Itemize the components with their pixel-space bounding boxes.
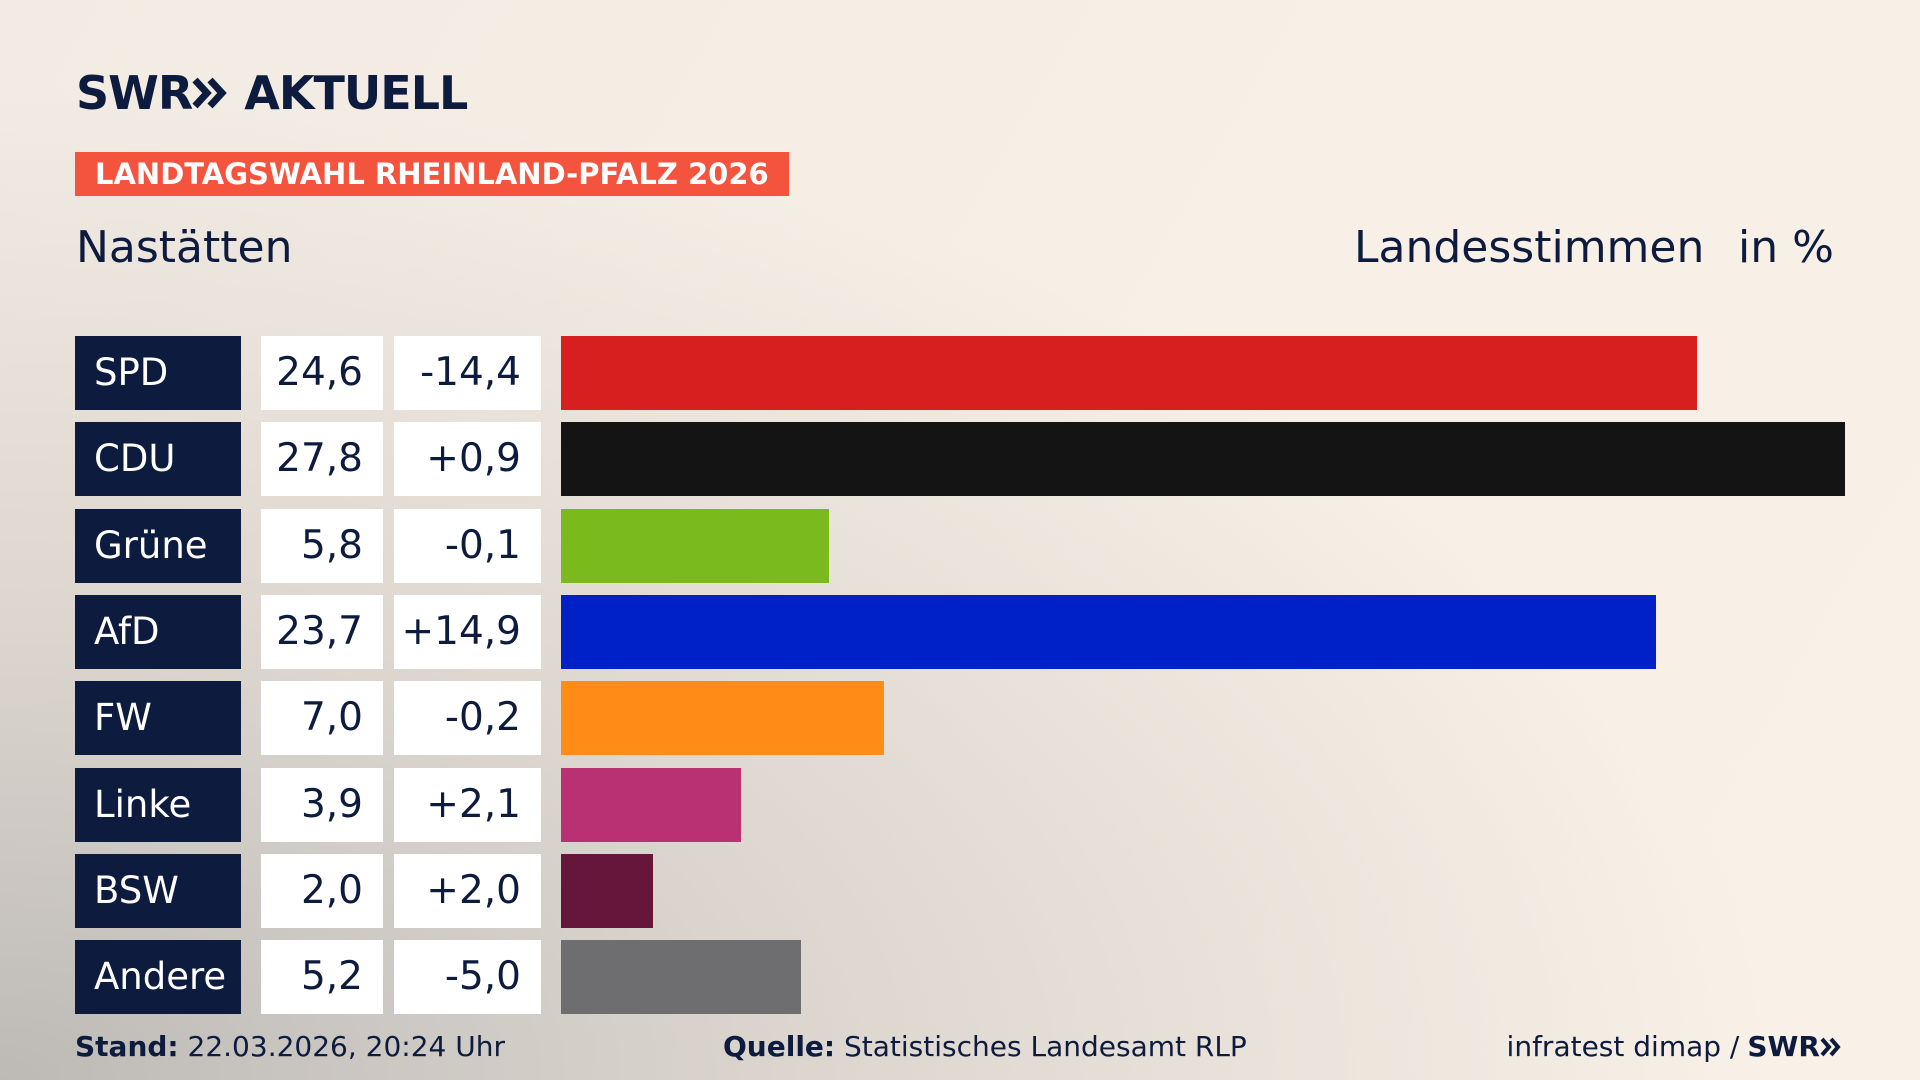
change-label: -14,4	[394, 336, 541, 410]
stand-label: Stand:	[75, 1030, 179, 1063]
change-label: +2,0	[394, 853, 541, 928]
credit-brand: SWR	[1747, 1030, 1820, 1063]
source: Statistisches Landesamt RLP	[844, 1030, 1247, 1063]
value-label: 7,0	[261, 681, 383, 756]
party-label: BSW	[75, 853, 241, 928]
party-label: SPD	[75, 336, 241, 410]
change-label: +0,9	[394, 422, 541, 497]
bar	[561, 940, 802, 1015]
bar	[561, 508, 829, 583]
party-label: FW	[75, 681, 241, 756]
value-label: 3,9	[261, 767, 383, 842]
logo: SWR AKTUELL	[76, 66, 468, 120]
value-label: 5,2	[261, 940, 383, 1015]
party-label: AfD	[75, 594, 241, 669]
bar	[561, 594, 1656, 669]
value-label: 5,8	[261, 508, 383, 583]
chevrons	[192, 77, 228, 109]
value-label: 2,0	[261, 853, 383, 928]
party-label: Linke	[75, 767, 241, 842]
change-label: +14,9	[394, 594, 541, 669]
footer-stand: Stand: 22.03.2026, 20:24 Uhr	[75, 1030, 505, 1063]
value-label: Landesstimmen	[1354, 222, 1705, 273]
title-tag: LANDTAGSWAHL RHEINLAND-PFALZ 2026	[75, 152, 789, 196]
brand: SWR	[76, 66, 193, 120]
value-label: 23,7	[261, 594, 383, 669]
value-label: 27,8	[261, 422, 383, 497]
party-label: Grüne	[75, 508, 241, 583]
footer-source: Quelle: Statistisches Landesamt RLP	[723, 1030, 1247, 1063]
source-label: Quelle:	[723, 1030, 836, 1063]
unit-label: in %	[1738, 222, 1834, 273]
bar	[561, 422, 1845, 497]
change-label: -0,2	[394, 681, 541, 756]
footer-credit: infratest dimap / SWR	[1507, 1030, 1844, 1063]
change-label: -0,1	[394, 508, 541, 583]
change-label: -5,0	[394, 940, 541, 1015]
subtitle: Nastätten	[76, 222, 293, 273]
bar	[561, 336, 1698, 410]
party-label: CDU	[75, 422, 241, 497]
party-label: Andere	[75, 940, 241, 1015]
bar	[561, 767, 742, 842]
stand: 22.03.2026, 20:24 Uhr	[187, 1030, 505, 1063]
credit: infratest dimap /	[1506, 1030, 1740, 1063]
bar	[561, 853, 654, 928]
bar	[561, 681, 885, 756]
brand-product: AKTUELL	[244, 66, 468, 120]
value-label: 24,6	[261, 336, 383, 410]
change-label: +2,1	[394, 767, 541, 842]
credit-chevrons	[1820, 1037, 1841, 1056]
